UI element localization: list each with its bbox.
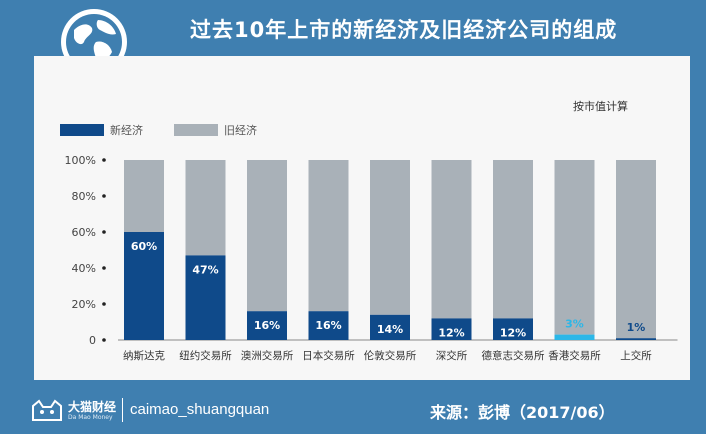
y-tick-label: 100% bbox=[65, 154, 96, 167]
y-tick-label: 40% bbox=[72, 262, 96, 275]
x-tick-label: 上交所 bbox=[620, 349, 652, 362]
bars: 60% 47% 16% 16% 14% 12% 12% 3% 1% bbox=[124, 160, 656, 340]
bar-data-label: 60% bbox=[131, 240, 157, 253]
x-tick-label: 日本交易所 bbox=[302, 349, 355, 362]
y-tick-dot bbox=[102, 158, 106, 162]
bar-new-economy bbox=[124, 232, 164, 340]
x-tick-label: 伦敦交易所 bbox=[364, 349, 417, 362]
y-tick-dot bbox=[102, 302, 106, 306]
bar-old-economy bbox=[124, 160, 164, 232]
x-tick-label: 纳斯达克 bbox=[123, 349, 165, 362]
x-tick-label: 香港交易所 bbox=[548, 349, 601, 362]
legend: 新经济 旧经济 bbox=[60, 123, 257, 137]
source-credit: 来源：彭博（2017/06） bbox=[430, 403, 615, 422]
x-tick-label: 澳洲交易所 bbox=[241, 349, 294, 362]
bar-old-economy bbox=[370, 160, 410, 315]
legend-label-new-economy: 新经济 bbox=[110, 123, 143, 137]
bar-new-economy bbox=[370, 314, 410, 340]
y-tick-label: 80% bbox=[72, 190, 96, 203]
x-axis: 纳斯达克 纽约交易所 澳洲交易所 日本交易所 伦敦交易所 深交所 德意志交易所 香港交易所 上交… bbox=[123, 349, 652, 362]
bar-old-economy bbox=[616, 160, 656, 339]
bar-data-label: 1% bbox=[627, 321, 646, 334]
bar-old-economy bbox=[554, 160, 595, 335]
bar-old-economy bbox=[185, 160, 226, 256]
bar-data-label: 47% bbox=[192, 263, 218, 276]
x-tick-label: 深交所 bbox=[436, 349, 468, 362]
y-tick-dot bbox=[102, 194, 106, 198]
social-handle: caimao_shuangquan bbox=[130, 401, 270, 418]
bar-data-label: 16% bbox=[315, 319, 341, 332]
bar-new-economy bbox=[616, 338, 656, 340]
bar-new-economy bbox=[554, 334, 595, 340]
bar-old-economy bbox=[431, 160, 472, 319]
y-tick-dot bbox=[102, 338, 106, 342]
y-tick-dot bbox=[102, 266, 106, 270]
bar-data-label: 14% bbox=[377, 323, 403, 336]
bar-new-economy bbox=[247, 311, 287, 340]
legend-swatch-old-economy bbox=[174, 124, 218, 136]
bar-new-economy bbox=[185, 255, 226, 340]
bar-new-economy bbox=[493, 318, 533, 340]
footer: 大猫财经 Da Mao Money caimao_shuangquan 来源：彭… bbox=[0, 392, 706, 434]
legend-label-old-economy: 旧经济 bbox=[224, 123, 257, 137]
bar-data-label: 16% bbox=[254, 319, 280, 332]
cat-logo-icon bbox=[32, 399, 62, 421]
chart-panel: 新经济 旧经济 按市值计算 0 20% 40% 60% 80% 100% 60% 47% 16… bbox=[34, 56, 690, 380]
y-tick-label: 20% bbox=[72, 298, 96, 311]
bar-data-label: 3% bbox=[565, 318, 584, 331]
chart-note: 按市值计算 bbox=[573, 99, 628, 113]
y-tick-label: 0 bbox=[89, 334, 96, 347]
bar-data-label: 12% bbox=[500, 326, 526, 339]
bar-old-economy bbox=[247, 160, 287, 312]
stacked-bar-chart: 新经济 旧经济 按市值计算 0 20% 40% 60% 80% 100% 60% 47% 16… bbox=[60, 99, 678, 362]
page-title: 过去10年上市的新经济及旧经济公司的组成 bbox=[190, 18, 618, 42]
bar-old-economy bbox=[493, 160, 533, 319]
bar-old-economy bbox=[308, 160, 349, 312]
bar-new-economy bbox=[431, 318, 472, 340]
brand-subtitle: Da Mao Money bbox=[68, 414, 113, 421]
x-tick-label: 纽约交易所 bbox=[179, 349, 232, 362]
footer-divider bbox=[122, 398, 123, 422]
x-tick-label: 德意志交易所 bbox=[482, 349, 545, 362]
bar-data-label: 12% bbox=[438, 326, 464, 339]
bar-new-economy bbox=[308, 311, 349, 340]
y-tick-dot bbox=[102, 230, 106, 234]
legend-swatch-new-economy bbox=[60, 124, 104, 136]
brand-name: 大猫财经 bbox=[68, 400, 117, 414]
y-tick-label: 60% bbox=[72, 226, 96, 239]
